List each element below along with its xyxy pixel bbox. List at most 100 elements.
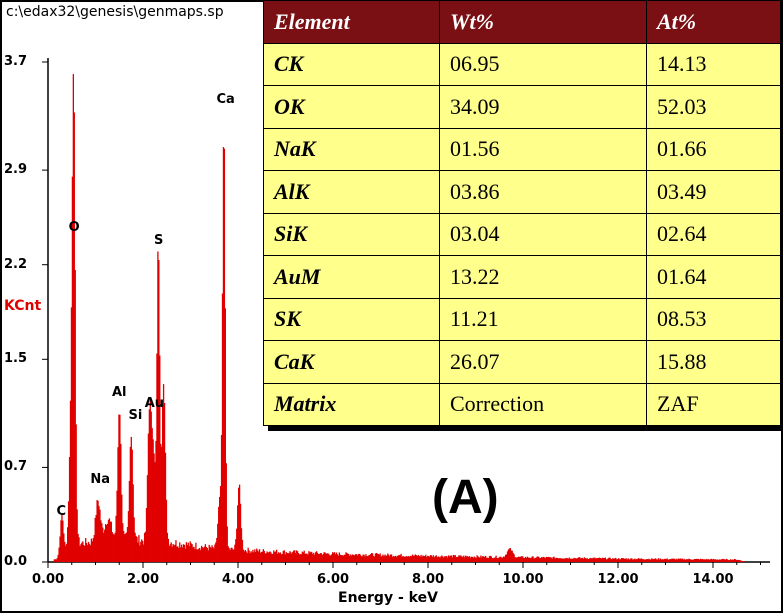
spectrum-bar xyxy=(523,558,526,562)
spectrum-bar xyxy=(291,553,293,562)
spectrum-bar xyxy=(207,550,209,562)
spectrum-bar xyxy=(58,547,60,562)
spectrum-bar xyxy=(402,555,404,562)
spectrum-bar xyxy=(342,555,344,562)
spectrum-bar xyxy=(513,554,515,562)
spectrum-bar xyxy=(487,558,490,562)
spectrum-bar xyxy=(737,560,739,562)
spectrum-bar xyxy=(242,549,245,562)
spectrum-bar xyxy=(202,547,205,562)
spectrum-bar xyxy=(524,556,527,562)
spectrum-bar xyxy=(156,353,158,562)
spectrum-bar xyxy=(682,559,684,562)
spectrum-bar xyxy=(459,555,461,562)
spectrum-bar xyxy=(600,558,603,562)
spectrum-bar xyxy=(359,554,361,562)
spectrum-bar xyxy=(603,558,606,562)
spectrum-bar xyxy=(561,558,563,562)
spectrum-bar xyxy=(529,557,531,562)
spectrum-bar xyxy=(330,555,332,562)
spectrum-bar xyxy=(595,558,597,562)
spectrum-bar xyxy=(119,414,121,562)
spectrum-bar xyxy=(583,557,586,562)
spectrum-bar xyxy=(209,546,211,562)
spectrum-bar xyxy=(283,550,285,562)
spectrum-bar xyxy=(65,545,67,562)
spectrum-bar xyxy=(405,556,407,562)
spectrum-bar xyxy=(132,484,134,562)
x-tick-label: 2.00 xyxy=(126,572,160,587)
element-cell: Matrix xyxy=(263,382,440,426)
spectrum-bar xyxy=(86,543,88,562)
spectrum-bar xyxy=(519,557,521,562)
spectrum-bar xyxy=(295,550,298,562)
spectrum-bar xyxy=(109,521,112,562)
spectrum-bar xyxy=(286,553,288,562)
spectrum-bar xyxy=(708,559,710,562)
spectrum-bar xyxy=(219,485,222,562)
spectrum-bar xyxy=(550,557,552,562)
spectrum-bar xyxy=(458,555,460,562)
spectrum-bar xyxy=(98,506,100,562)
spectrum-bar xyxy=(295,553,297,562)
spectrum-bar xyxy=(128,480,131,562)
spectrum-bar xyxy=(437,556,439,562)
at-percent-cell: 08.53 xyxy=(646,297,781,341)
spectrum-bar xyxy=(471,556,473,562)
spectrum-bar xyxy=(93,535,95,562)
spectrum-bar xyxy=(534,557,536,562)
spectrum-bar xyxy=(447,555,450,562)
spectrum-bar xyxy=(62,520,64,562)
spectrum-bar xyxy=(143,532,146,562)
spectrum-bar xyxy=(211,545,213,562)
spectrum-bar xyxy=(703,559,705,562)
spectrum-bar xyxy=(594,557,596,562)
spectrum-bar xyxy=(415,555,417,562)
element-cell: NaK xyxy=(263,127,440,171)
spectrum-bar xyxy=(152,439,154,562)
spectrum-bar xyxy=(239,503,242,562)
spectrum-bar xyxy=(188,546,190,562)
spectrum-bar xyxy=(648,558,650,562)
spectrum-bar xyxy=(281,553,283,562)
spectrum-bar xyxy=(185,542,188,562)
at-percent-cell: 01.64 xyxy=(646,255,781,299)
spectrum-bar xyxy=(376,553,378,562)
spectrum-bar xyxy=(230,547,232,562)
spectrum-bar xyxy=(349,555,351,562)
spectrum-bar xyxy=(175,540,177,562)
spectrum-bar xyxy=(615,557,617,562)
spectrum-bar xyxy=(236,528,238,562)
spectrum-bar xyxy=(704,559,706,562)
spectrum-bar xyxy=(366,556,368,562)
spectrum-bar xyxy=(150,411,152,562)
spectrum-bar xyxy=(663,558,665,562)
spectrum-bar xyxy=(730,559,732,562)
spectrum-bar xyxy=(386,555,388,562)
spectrum-bar xyxy=(164,452,167,562)
spectrum-bar xyxy=(261,551,264,562)
table-row: SK 11.21 08.53 xyxy=(263,297,781,341)
spectrum-bar xyxy=(104,529,106,562)
spectrum-bar xyxy=(296,551,299,562)
spectrum-bar xyxy=(563,558,566,562)
spectrum-bar xyxy=(637,558,640,562)
spectrum-bar xyxy=(149,400,151,562)
spectrum-bar xyxy=(388,554,390,562)
spectrum-bar xyxy=(275,551,277,562)
spectrum-bar xyxy=(576,558,578,562)
spectrum-bar xyxy=(153,453,155,562)
spectrum-bar xyxy=(270,552,272,562)
spectrum-bar xyxy=(257,551,260,562)
spectrum-bar xyxy=(145,507,148,562)
spectrum-bar xyxy=(293,550,295,562)
spectrum-bar xyxy=(557,558,559,562)
spectrum-bar xyxy=(450,555,453,562)
peak-label: Au xyxy=(144,396,165,412)
spectrum-bar xyxy=(445,556,447,562)
spectrum-bar xyxy=(222,147,225,562)
spectrum-bar xyxy=(143,544,145,562)
spectrum-bar xyxy=(446,556,448,562)
spectrum-bar xyxy=(142,540,144,562)
spectrum-bar xyxy=(444,556,446,562)
